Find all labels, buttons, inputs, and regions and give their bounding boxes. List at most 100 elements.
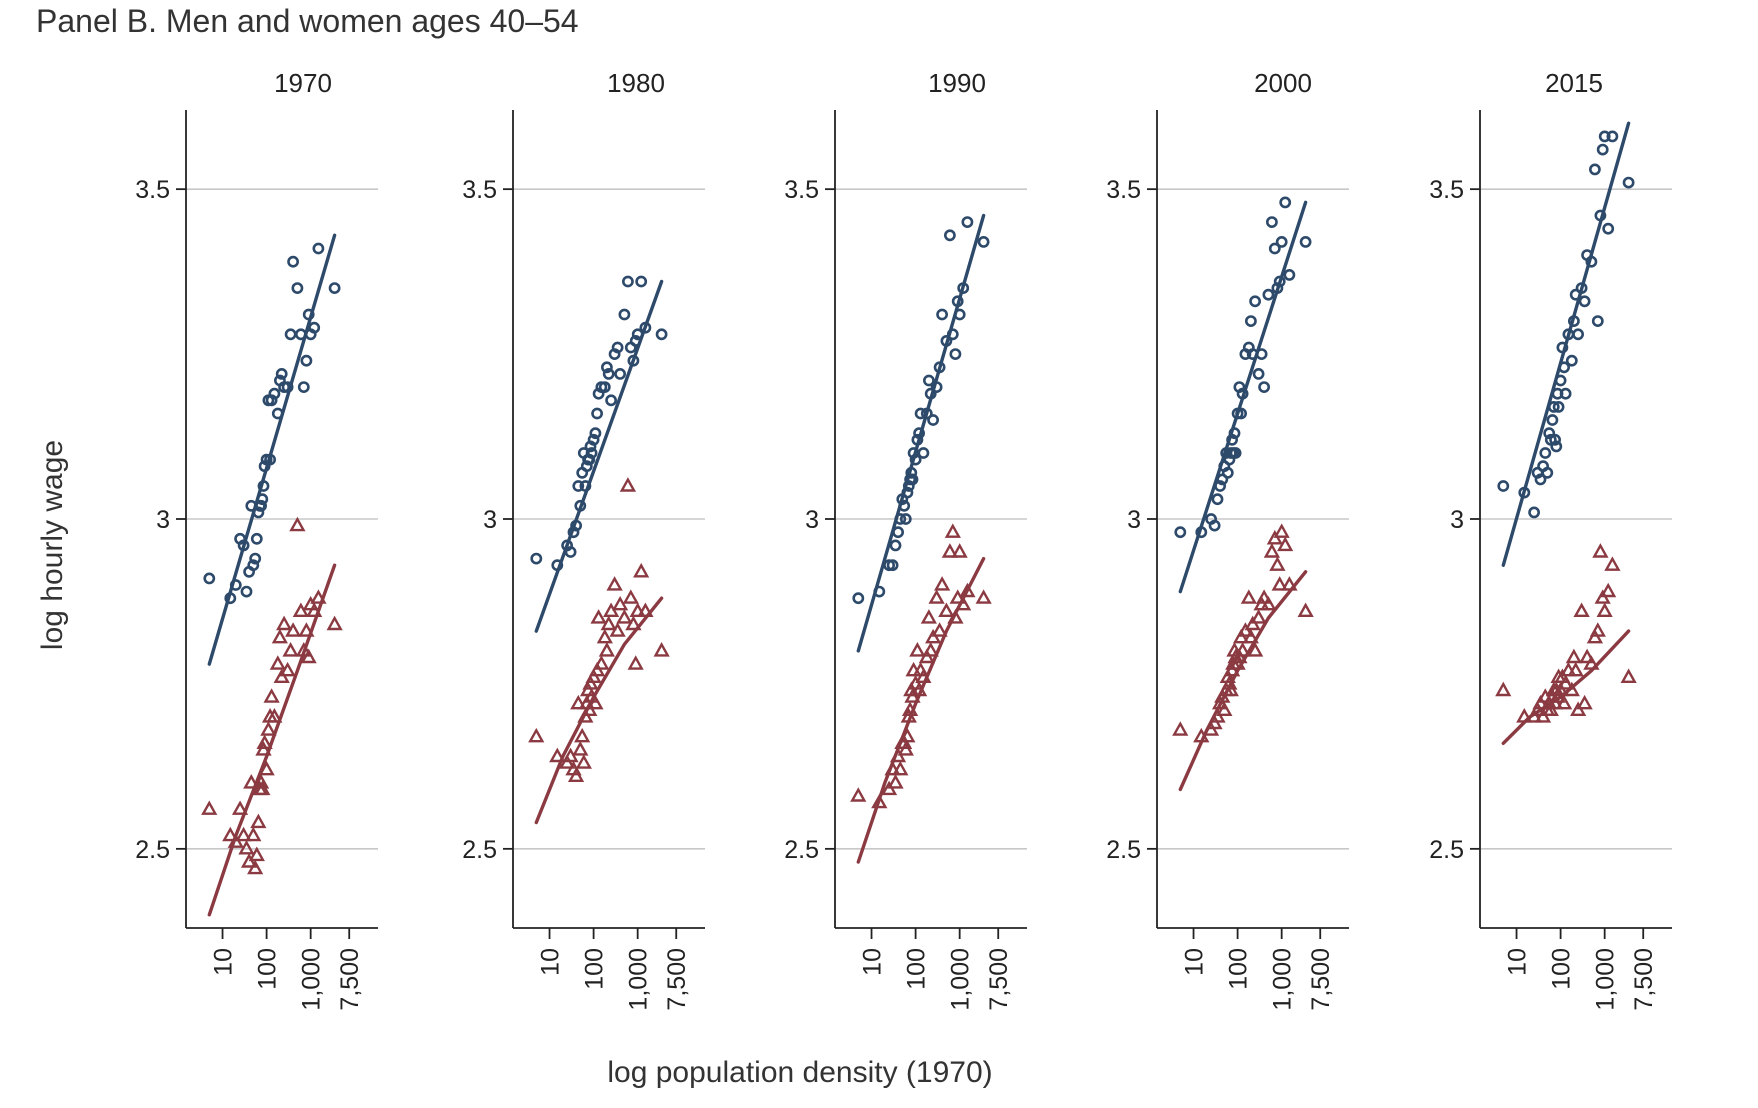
y-tick-label: 3.5 <box>1429 176 1464 204</box>
y-tick-label: 3.5 <box>135 176 170 204</box>
data-point-circle <box>977 235 990 248</box>
y-tick-label: 3 <box>156 506 170 534</box>
data-point-circle <box>1255 348 1268 360</box>
data-point-circle <box>1568 315 1580 327</box>
data-point-triangle <box>938 602 955 617</box>
data-point-triangle <box>279 661 296 677</box>
y-axis-title: log hourly wage <box>36 440 69 650</box>
fit-line-triangle <box>207 563 337 917</box>
data-point-triangle <box>934 576 951 591</box>
data-point-triangle <box>310 589 327 604</box>
data-point-circle <box>287 255 299 268</box>
data-point-circle <box>1554 374 1567 387</box>
data-point-triangle <box>1589 622 1606 637</box>
data-point-circle <box>598 381 611 393</box>
data-point-triangle <box>627 655 644 670</box>
data-point-circle <box>203 572 216 585</box>
facet-1980: 1980 2.5 3 3.5 10 100 1,000 7,500 <box>462 68 705 1011</box>
data-point-triangle <box>600 615 617 631</box>
data-point-circle <box>1552 400 1565 413</box>
data-point-circle <box>1594 209 1607 222</box>
data-point-circle <box>1556 341 1569 354</box>
facet-2015: 2015 2.5 3 3.5 10 100 1,000 7,500 <box>1429 68 1672 1011</box>
fit-line-triangle <box>856 556 986 864</box>
data-point-circle <box>1262 288 1275 301</box>
data-point-triangle <box>955 595 972 611</box>
data-point-triangle <box>574 727 591 743</box>
data-point-triangle <box>583 688 600 703</box>
data-point-triangle <box>269 655 286 670</box>
panel-title: Panel B. Men and women ages 40–54 <box>36 3 579 39</box>
data-point-circle <box>873 585 886 598</box>
data-point-circle <box>1572 328 1584 341</box>
data-point-circle <box>961 216 974 228</box>
data-point-triangle <box>1273 523 1290 538</box>
data-point-circle <box>1559 387 1572 400</box>
data-point-triangle <box>1620 668 1637 683</box>
data-point-circle <box>944 229 956 242</box>
data-point-circle <box>300 354 313 367</box>
data-point-circle <box>308 321 321 334</box>
data-point-triangle <box>884 760 901 776</box>
data-point-triangle <box>306 602 323 617</box>
data-point-circle <box>1271 282 1284 294</box>
data-point-circle <box>930 381 943 393</box>
data-point-circle <box>1569 288 1582 301</box>
data-point-circle <box>957 282 970 294</box>
x-tick-label: 100 <box>254 948 282 990</box>
y-tick-label: 2.5 <box>784 836 819 864</box>
x-tick-label: 7,500 <box>1307 948 1335 1011</box>
data-point-circle <box>1518 486 1531 499</box>
data-point-triangle <box>1555 694 1573 710</box>
data-point-circle <box>1211 493 1224 506</box>
data-point-circle <box>265 394 278 407</box>
data-point-circle <box>237 539 250 552</box>
data-point-circle <box>655 328 668 341</box>
data-point-circle <box>264 453 276 466</box>
data-point-triangle <box>231 800 249 815</box>
data-point-triangle <box>1567 661 1584 677</box>
data-point-triangle <box>575 754 592 769</box>
data-point-circle <box>587 433 600 446</box>
data-point-triangle <box>1495 681 1512 697</box>
data-point-circle <box>312 242 325 255</box>
data-point-triangle <box>619 477 637 492</box>
data-point-triangle <box>245 826 262 842</box>
data-point-circle <box>923 374 935 387</box>
x-tick-label: 1,000 <box>947 948 975 1011</box>
data-point-triangle <box>1256 589 1273 604</box>
data-point-triangle <box>653 642 670 657</box>
data-point-circle <box>257 480 270 492</box>
data-point-triangle <box>248 846 265 862</box>
data-point-circle <box>1174 526 1187 539</box>
data-point-triangle <box>1281 576 1298 591</box>
data-point-circle <box>901 486 914 499</box>
data-point-triangle <box>1600 582 1617 598</box>
data-point-triangle <box>1516 708 1533 723</box>
data-point-circle <box>1541 466 1554 479</box>
data-point-triangle <box>871 793 888 809</box>
data-point-triangle <box>944 523 961 538</box>
data-point-circle <box>920 407 933 420</box>
data-point-circle <box>589 427 602 440</box>
facet-2000: 2000 2.5 3 3.5 10 100 1,000 7,500 <box>1106 68 1349 1011</box>
data-point-triangle <box>567 767 585 782</box>
data-point-circle <box>551 559 564 572</box>
data-point-circle <box>1558 361 1570 374</box>
data-point-triangle <box>1263 543 1281 558</box>
data-point-circle <box>953 308 966 321</box>
data-point-triangle <box>282 642 299 657</box>
data-point-circle <box>911 433 924 446</box>
data-point-triangle <box>570 694 587 710</box>
data-point-triangle <box>271 628 288 644</box>
x-tick-label: 7,500 <box>985 948 1013 1011</box>
data-point-circle <box>1195 526 1208 539</box>
data-point-circle <box>852 592 865 605</box>
data-point-circle <box>1578 295 1591 308</box>
y-tick-label: 3.5 <box>1106 176 1141 204</box>
data-point-triangle <box>1172 721 1189 736</box>
data-point-circle <box>601 361 613 374</box>
facet-title: 1970 <box>274 68 332 98</box>
data-point-triangle <box>1576 694 1593 710</box>
